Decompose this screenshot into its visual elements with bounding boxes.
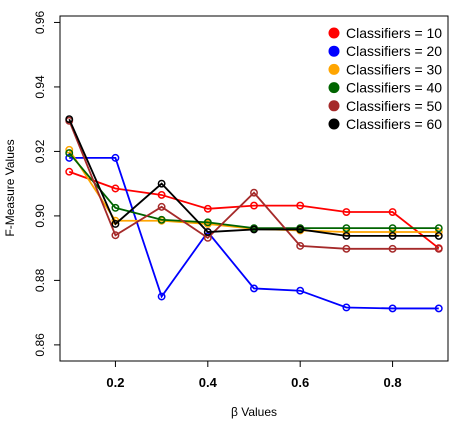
data-point <box>342 224 351 233</box>
data-point <box>434 231 443 240</box>
x-axis: 0.2 0.4 0.6 0.8 <box>106 361 402 390</box>
legend-marker <box>328 63 340 75</box>
series-1 <box>65 167 443 253</box>
series-layer <box>65 115 443 313</box>
y-tick-label: 0.90 <box>33 204 47 228</box>
data-point <box>65 145 74 154</box>
series-line <box>68 118 439 237</box>
data-point <box>250 284 258 293</box>
series-line <box>68 120 439 250</box>
data-point <box>250 201 258 210</box>
data-point <box>65 149 74 157</box>
legend-label: Classifiers = 40 <box>346 80 442 96</box>
data-point <box>157 202 166 211</box>
y-axis-title: F-Measure Values <box>3 139 17 236</box>
data-point <box>65 167 74 176</box>
data-point <box>296 286 305 295</box>
series-line <box>68 152 439 230</box>
series-line <box>68 170 440 249</box>
data-point <box>342 303 351 312</box>
legend-label: Classifiers = 20 <box>346 43 442 59</box>
data-point <box>111 153 120 162</box>
data-point <box>250 225 258 234</box>
data-point <box>342 244 351 253</box>
legend: Classifiers = 10 Classifiers = 20 Classifi… <box>328 25 442 132</box>
data-point <box>111 184 120 193</box>
legend-label: Classifiers = 60 <box>346 116 442 132</box>
data-point <box>157 292 166 301</box>
data-point <box>296 225 305 234</box>
legend-marker <box>328 82 340 94</box>
data-point <box>250 188 258 197</box>
data-point <box>65 115 74 124</box>
data-point <box>388 231 397 240</box>
legend-marker <box>328 100 340 112</box>
data-point <box>111 203 120 212</box>
series-line <box>69 156 439 310</box>
y-tick-label: 0.92 <box>33 139 47 163</box>
x-tick-label: 0.8 <box>384 375 402 390</box>
data-point <box>434 224 443 233</box>
x-axis-title: β Values <box>231 405 277 419</box>
y-tick-label: 0.86 <box>33 333 47 357</box>
x-tick-label: 0.4 <box>199 375 218 390</box>
y-axis: 0.86 0.88 0.90 0.92 0.94 0.96 <box>33 10 60 357</box>
data-point <box>342 231 351 240</box>
data-point <box>203 204 212 213</box>
data-point <box>157 215 166 224</box>
data-point <box>434 244 443 253</box>
data-point <box>111 220 120 228</box>
legend-label: Classifiers = 30 <box>346 61 442 77</box>
data-point <box>434 304 443 313</box>
data-point <box>157 179 166 188</box>
data-point <box>296 201 305 210</box>
data-point <box>157 190 166 199</box>
data-point <box>342 208 351 216</box>
legend-marker <box>328 27 340 39</box>
series-4 <box>65 149 443 233</box>
x-tick-label: 0.6 <box>291 375 309 390</box>
data-point <box>388 304 397 313</box>
y-tick-label: 0.94 <box>33 75 47 99</box>
y-tick-label: 0.96 <box>33 10 47 34</box>
x-tick-label: 0.2 <box>106 375 124 390</box>
data-point <box>296 241 305 250</box>
data-point <box>388 208 397 216</box>
legend-marker <box>328 118 340 130</box>
data-point <box>111 231 120 240</box>
series-3 <box>65 145 443 236</box>
data-point <box>388 244 397 253</box>
legend-marker <box>328 45 340 57</box>
plot-frame <box>59 15 449 362</box>
data-point <box>203 218 212 227</box>
legend-label: Classifiers = 10 <box>346 25 442 41</box>
data-point <box>203 228 212 236</box>
series-line <box>68 149 439 233</box>
y-tick-label: 0.88 <box>33 268 47 292</box>
series-6 <box>65 115 443 240</box>
data-point <box>388 224 397 233</box>
legend-label: Classifiers = 50 <box>346 98 442 114</box>
